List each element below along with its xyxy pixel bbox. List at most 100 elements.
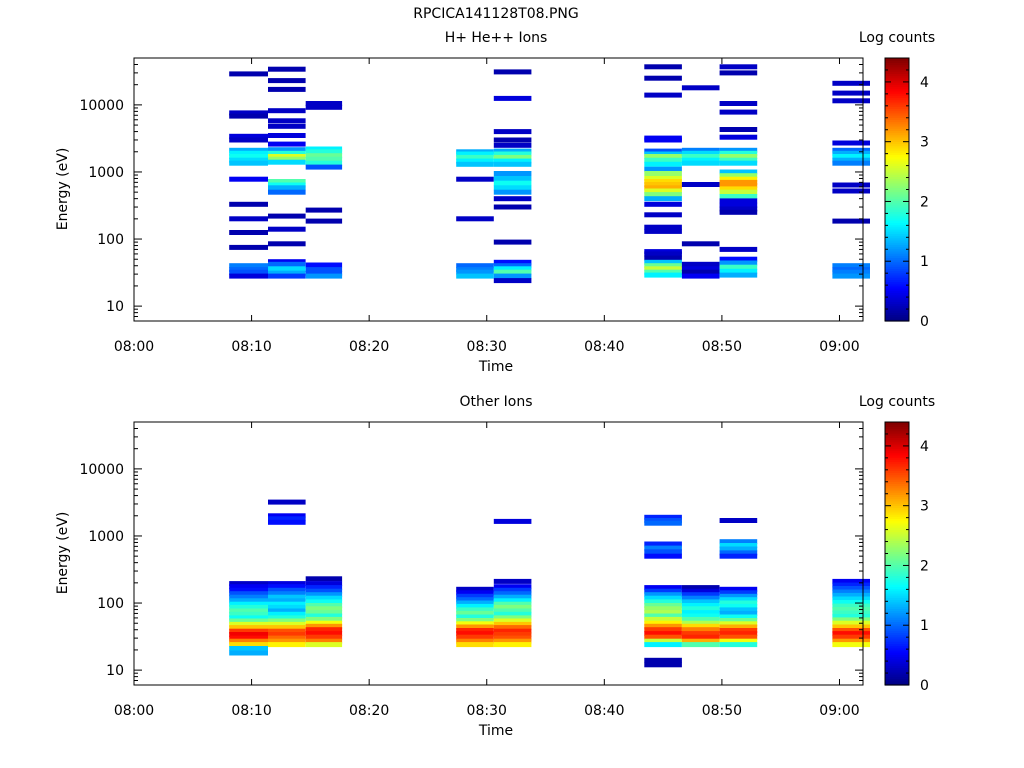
heatmap-cell [493, 259, 532, 265]
colorbar-segment [885, 242, 909, 245]
heatmap-cell [305, 631, 343, 637]
colorbar-segment [885, 301, 909, 305]
colorbar-segment [885, 180, 909, 184]
heatmap-cell [229, 618, 268, 624]
top-plot-frame [133, 57, 864, 322]
heatmap-cell [719, 157, 758, 163]
heatmap-cell [493, 196, 532, 202]
colorbar-segment [885, 200, 909, 204]
heatmap-cell [456, 603, 494, 609]
heatmap-cell [229, 147, 268, 153]
heatmap-cell [719, 268, 758, 274]
heatmap-cell [268, 499, 306, 505]
heatmap-cell [832, 607, 870, 612]
heatmap-cell [719, 160, 758, 166]
heatmap-cell [681, 269, 720, 275]
x-tick-label: 08:20 [349, 703, 389, 719]
colorbar-segment [885, 143, 909, 147]
colorbar-segment [885, 525, 909, 528]
colorbar-segment [885, 77, 909, 81]
heatmap-cell [493, 578, 532, 584]
heatmap-cell [832, 592, 870, 598]
colorbar-segment [885, 544, 909, 548]
colorbar-segment [885, 246, 909, 250]
colorbar-segment [885, 112, 909, 116]
heatmap-cell [644, 520, 682, 526]
colorbar-segment [885, 220, 909, 223]
colorbar-segment [885, 261, 909, 265]
heatmap-cell [832, 589, 870, 595]
heatmap-cell [681, 85, 720, 91]
heatmap-cell [456, 597, 494, 603]
heatmap-cell [229, 604, 268, 610]
heatmap-cell [832, 160, 870, 166]
y-tick-label: 10000 [79, 462, 124, 478]
colorbar-segment [885, 204, 909, 208]
colorbar-segment [885, 505, 909, 509]
colorbar-segment [885, 154, 909, 158]
heatmap-cell [719, 543, 758, 548]
colorbar-segment [885, 145, 909, 149]
heatmap-cell [644, 192, 682, 198]
heatmap-cell [229, 635, 268, 641]
x-tick-label: 08:40 [584, 339, 624, 355]
colorbar-segment [885, 189, 909, 193]
colorbar-segment [885, 264, 909, 267]
heatmap-cell [644, 196, 682, 202]
colorbar-segment [885, 272, 909, 276]
colorbar-segment [885, 270, 909, 274]
heatmap-cell [719, 634, 758, 640]
colorbar-segment [885, 511, 909, 515]
colorbar-segment [885, 424, 909, 427]
top-heatmap-cells [229, 64, 870, 284]
colorbar-segment [885, 533, 909, 537]
colorbar-segment [885, 198, 909, 202]
heatmap-cell [229, 611, 268, 617]
heatmap-cell [719, 618, 758, 623]
colorbar-segment [885, 667, 909, 671]
colorbar-segment [885, 169, 909, 173]
colorbar-segment [885, 549, 909, 552]
heatmap-cell [493, 266, 532, 272]
top-colorbar-label: Log counts [859, 30, 935, 46]
colorbar-segment [885, 73, 909, 77]
heatmap-cell [229, 216, 268, 222]
heatmap-cell [719, 147, 758, 153]
colorbar-segment [885, 457, 909, 460]
heatmap-cell [681, 588, 720, 594]
colorbar-segment [885, 483, 909, 487]
colorbar-segment [885, 217, 909, 221]
heatmap-cell [268, 632, 306, 637]
heatmap-cell [644, 188, 682, 194]
heatmap-cell [456, 154, 494, 160]
colorbar-segment [885, 568, 909, 572]
colorbar-segment [885, 79, 909, 83]
heatmap-cell [644, 137, 682, 143]
heatmap-cell [456, 590, 494, 596]
heatmap-cell [305, 262, 343, 268]
heatmap-cell [456, 273, 494, 279]
heatmap-cell [456, 267, 494, 273]
bottom-axes: 08:00 08:10 08:20 08:30 08:40 08:50 09:00 10 100… [79, 421, 863, 719]
colorbar-segment [885, 577, 909, 581]
colorbar-segment [885, 305, 909, 309]
colorbar-segment [885, 663, 909, 666]
colorbar-segment [885, 676, 909, 680]
heatmap-cell [644, 64, 682, 70]
colorbar-segment [885, 191, 909, 195]
heatmap-cell [229, 587, 268, 593]
heatmap-cell [681, 603, 720, 608]
heatmap-cell [456, 634, 494, 640]
heatmap-cell [229, 591, 268, 597]
colorbar-segment [885, 588, 909, 592]
heatmap-cell [305, 149, 343, 155]
colorbar-segment [885, 489, 909, 493]
heatmap-cell [644, 224, 682, 230]
top-panel: H+ He++ Ions Log counts Time Energy (eV)… [55, 30, 935, 375]
heatmap-cell [493, 204, 532, 210]
heatmap-cell [456, 161, 494, 167]
heatmap-cell [719, 182, 758, 188]
colorbar-segment [885, 318, 909, 322]
heatmap-cell [719, 624, 758, 630]
colorbar-segment [885, 599, 909, 603]
